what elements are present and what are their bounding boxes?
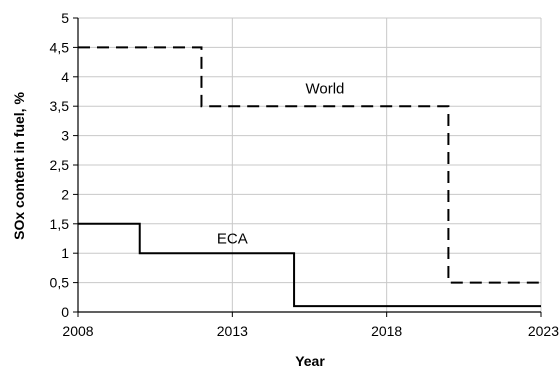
y-tick-labels: 0 0,5 1 1,5 2 2,5 3 3,5 4 4,5 5 [50, 10, 70, 320]
series-world-line [78, 46, 541, 284]
series-world-label: World [305, 81, 344, 98]
y-tick-label: 2 [61, 186, 69, 202]
x-axis-title: Year [295, 353, 325, 369]
y-tick-label: 0 [61, 304, 69, 320]
y-tick-label: 3 [61, 128, 69, 144]
x-tick-labels: 2008 2013 2018 2023 [62, 323, 559, 339]
axes [73, 17, 542, 317]
series-lines [78, 46, 541, 308]
y-tick-label: 2,5 [50, 157, 70, 173]
x-tick-label: 2008 [62, 323, 93, 339]
y-tick-label: 4 [61, 69, 69, 85]
series-labels: World ECA [217, 81, 344, 248]
y-tick-label: 1 [61, 245, 69, 261]
y-tick-label: 4,5 [50, 39, 70, 55]
grid-lines [78, 17, 542, 312]
x-tick-label: 2013 [217, 323, 248, 339]
y-tick-label: 1,5 [50, 216, 70, 232]
y-tick-label: 5 [61, 10, 69, 26]
y-tick-label: 3,5 [50, 98, 70, 114]
y-axis-title: SOx content in fuel, % [11, 92, 27, 240]
y-tick-label: 0,5 [50, 275, 70, 291]
x-tick-label: 2018 [371, 323, 402, 339]
series-eca-label: ECA [217, 231, 248, 248]
series-eca-line [78, 222, 541, 308]
x-tick-label: 2023 [528, 323, 559, 339]
